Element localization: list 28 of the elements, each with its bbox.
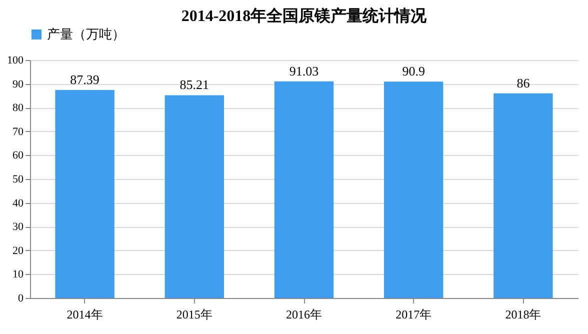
data-label: 86 [516, 75, 530, 90]
y-tick-label: 70 [12, 126, 24, 138]
legend-label: 产量（万吨） [47, 26, 125, 42]
data-label: 87.39 [70, 72, 100, 88]
bar [384, 82, 444, 298]
x-tick-label: 2015年 [176, 308, 212, 322]
y-tick-label: 100 [7, 54, 24, 66]
bar [55, 90, 114, 298]
bar [274, 81, 334, 298]
y-tick-label: 40 [12, 197, 24, 210]
bar [494, 93, 553, 298]
y-tick-label: 80 [12, 102, 24, 114]
x-tick-label: 2018年 [505, 308, 542, 322]
y-tick-label: 50 [12, 174, 24, 186]
y-tick-label: 0 [18, 292, 24, 304]
y-tick-label: 10 [12, 268, 24, 281]
x-tick-label: 2014年 [66, 308, 103, 322]
y-tick-label: 20 [12, 244, 24, 257]
y-tick-label: 90 [12, 78, 24, 90]
y-tick-label: 30 [12, 221, 24, 234]
data-label: 90.9 [402, 64, 425, 79]
x-tick-label: 2016年 [286, 308, 322, 322]
data-label: 91.03 [289, 63, 319, 78]
chart-title: 2014-2018年全国原镁产量统计情况 [181, 7, 428, 25]
x-tick-label: 2017年 [396, 308, 432, 322]
data-label: 85.21 [180, 77, 210, 92]
bar [164, 95, 224, 298]
y-tick-label: 60 [12, 150, 24, 162]
